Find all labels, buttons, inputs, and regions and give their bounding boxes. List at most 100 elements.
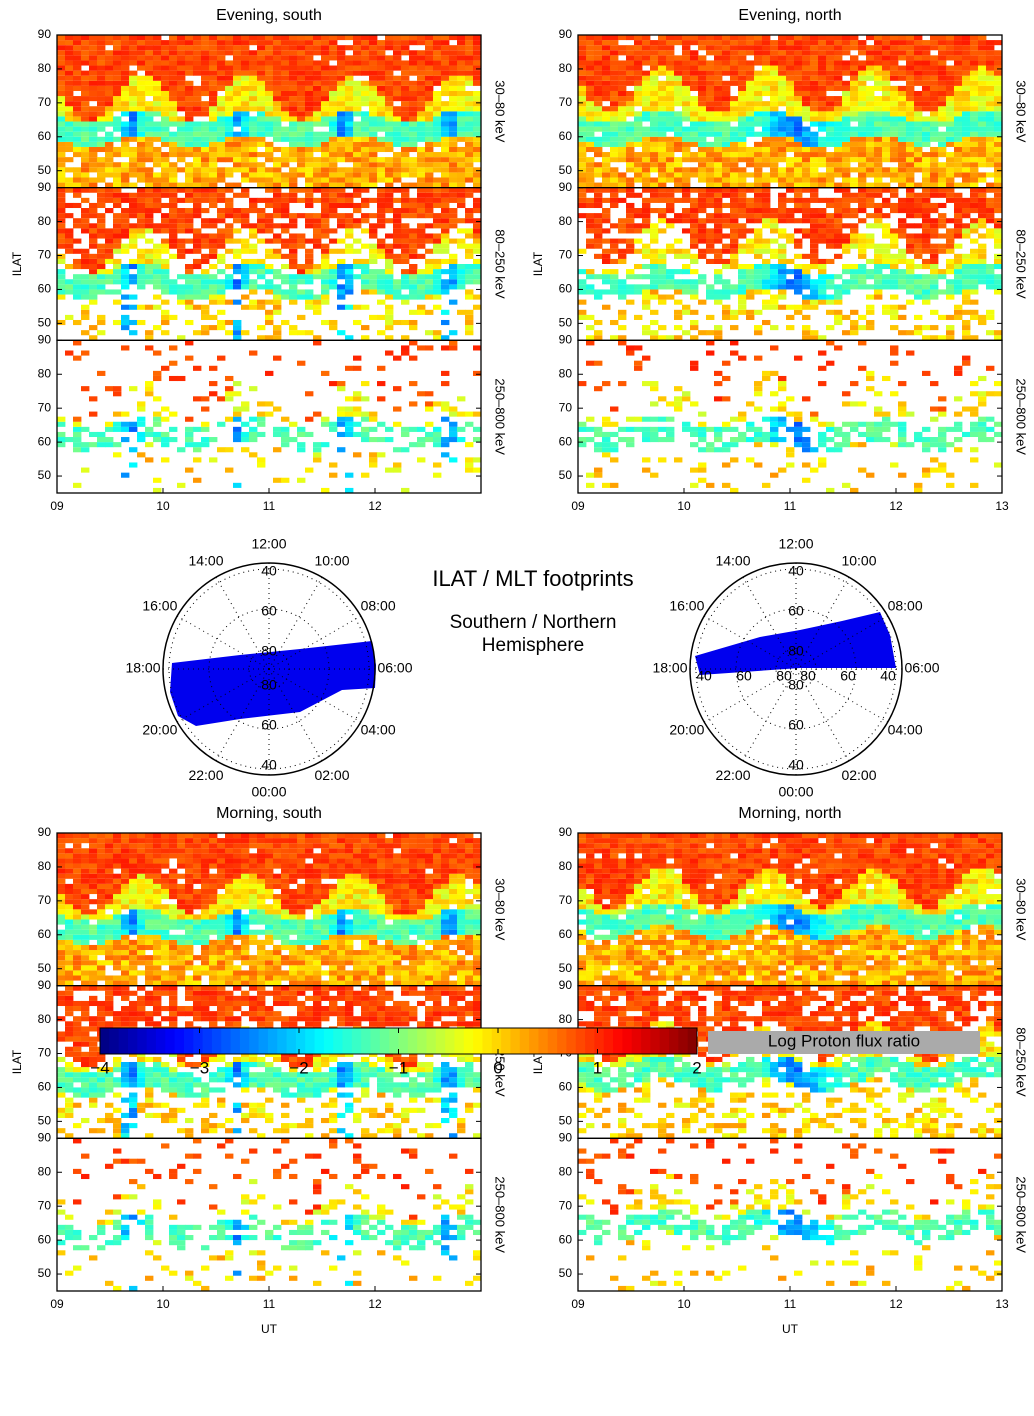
- spectrogram-cell: [938, 162, 946, 167]
- spectrogram-cell: [305, 101, 313, 106]
- spectrogram-cell: [337, 183, 345, 188]
- spectrogram-cell: [970, 147, 978, 152]
- spectrogram-cell: [754, 254, 762, 259]
- spectrogram-cell: [209, 152, 217, 157]
- spectrogram-cell: [377, 284, 385, 289]
- spectrogram-cell: [233, 417, 241, 422]
- spectrogram-cell: [578, 122, 586, 127]
- spectrogram-cell: [994, 106, 1002, 111]
- spectrogram-cell: [249, 76, 257, 81]
- spectrogram-cell: [129, 55, 137, 60]
- spectrogram-cell: [449, 106, 457, 111]
- spectrogram-cell: [321, 264, 329, 269]
- spectrogram-cell: [441, 310, 449, 315]
- spectrogram-cell: [153, 157, 161, 162]
- spectrogram-cell: [265, 45, 273, 50]
- spectrogram-cell: [826, 279, 834, 284]
- spectrogram-cell: [225, 76, 233, 81]
- spectrogram-cell: [169, 239, 177, 244]
- spectrogram-cell: [738, 96, 746, 101]
- spectrogram-cell: [457, 35, 465, 40]
- spectrogram-cell: [938, 106, 946, 111]
- spectrogram-cell: [305, 91, 313, 96]
- spectrogram-cell: [329, 132, 337, 137]
- spectrogram-cell: [698, 249, 706, 254]
- spectrogram-cell: [257, 152, 265, 157]
- spectrogram-cell: [618, 132, 626, 137]
- spectrogram-cell: [706, 198, 714, 203]
- spectrogram-cell: [858, 172, 866, 177]
- spectrogram-cell: [874, 55, 882, 60]
- spectrogram-cell: [866, 157, 874, 162]
- spectrogram-cell: [217, 193, 225, 198]
- spectrogram-cell: [473, 188, 481, 193]
- spectrogram-cell: [842, 40, 850, 45]
- spectrogram-cell: [738, 264, 746, 269]
- spectrogram-cell: [201, 233, 209, 238]
- spectrogram-cell: [193, 106, 201, 111]
- spectrogram-cell: [722, 45, 730, 50]
- spectrogram-cell: [906, 40, 914, 45]
- spectrogram-cell: [994, 152, 1002, 157]
- spectrogram-cell: [794, 142, 802, 147]
- spectrogram-cell: [97, 127, 105, 132]
- spectrogram-cell: [329, 81, 337, 86]
- spectrogram-cell: [602, 116, 610, 121]
- spectrogram-cell: [850, 101, 858, 106]
- spectrogram-cell: [409, 320, 417, 325]
- spectrogram-cell: [994, 127, 1002, 132]
- spectrogram-cell: [433, 127, 441, 132]
- spectrogram-cell: [714, 269, 722, 274]
- spectrogram-cell: [137, 157, 145, 162]
- spectrogram-cell: [425, 208, 433, 213]
- spectrogram-cell: [193, 86, 201, 91]
- spectrogram-cell: [914, 45, 922, 50]
- spectrogram-cell: [826, 162, 834, 167]
- spectrogram-cell: [241, 259, 249, 264]
- spectrogram-cell: [121, 60, 129, 65]
- spectrogram-cell: [618, 106, 626, 111]
- spectrogram-cell: [425, 213, 433, 218]
- spectrogram-cell: [425, 284, 433, 289]
- spectrogram-cell: [674, 315, 682, 320]
- spectrogram-cell: [433, 259, 441, 264]
- spectrogram-cell: [714, 152, 722, 157]
- spectrogram-cell: [610, 45, 618, 50]
- spectrogram-cell: [850, 35, 858, 40]
- spectrogram-cell: [121, 50, 129, 55]
- spectrogram-cell: [449, 340, 457, 345]
- spectrogram-cell: [153, 412, 161, 417]
- spectrogram-cell: [425, 188, 433, 193]
- spectrogram-cell: [602, 254, 610, 259]
- spectrogram-cell: [337, 137, 345, 142]
- spectrogram-cell: [642, 50, 650, 55]
- spectrogram-cell: [978, 86, 986, 91]
- spectrogram-cell: [81, 330, 89, 335]
- spectrogram-cell: [738, 198, 746, 203]
- spectrogram-cell: [185, 228, 193, 233]
- spectrogram-cell: [81, 442, 89, 447]
- spectrogram-cell: [754, 91, 762, 96]
- spectrogram-cell: [297, 198, 305, 203]
- spectrogram-cell: [746, 76, 754, 81]
- spectrogram-cell: [586, 162, 594, 167]
- spectrogram-cell: [746, 289, 754, 294]
- spectrogram-cell: [81, 305, 89, 310]
- spectrogram-cell: [578, 116, 586, 121]
- spectrogram-cell: [409, 137, 417, 142]
- spectrogram-cell: [233, 239, 241, 244]
- spectrogram-cell: [730, 208, 738, 213]
- spectrogram-cell: [586, 132, 594, 137]
- spectrogram-cell: [353, 249, 361, 254]
- spectrogram-cell: [241, 447, 249, 452]
- spectrogram-cell: [313, 172, 321, 177]
- spectrogram-cell: [321, 152, 329, 157]
- spectrogram-cell: [449, 122, 457, 127]
- spectrogram-cell: [241, 152, 249, 157]
- spectrogram-cell: [393, 162, 401, 167]
- spectrogram-cell: [834, 284, 842, 289]
- spectrogram-cell: [762, 264, 770, 269]
- spectrogram-cell: [89, 412, 97, 417]
- spectrogram-cell: [594, 147, 602, 152]
- spectrogram-cell: [217, 295, 225, 300]
